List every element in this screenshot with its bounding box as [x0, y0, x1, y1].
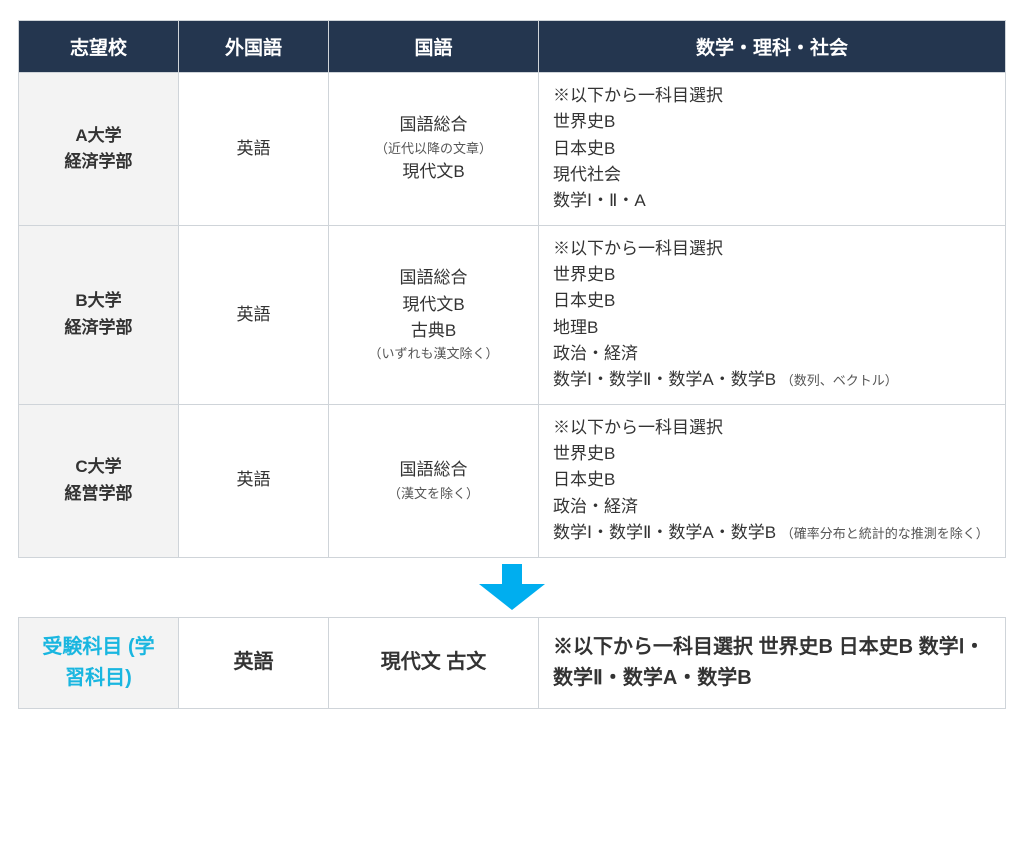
jp-sub: （漢文を除く） [343, 484, 524, 504]
summary-opt-item: 世界史B [759, 636, 833, 658]
jp-line: 国語総合 [343, 112, 524, 138]
options-title: ※以下から一科目選択 [553, 236, 991, 262]
table-row: C大学 経営学部 英語 国語総合 （漢文を除く） ※以下から一科目選択 世界史B… [19, 404, 1006, 557]
japanese-cell: 国語総合 現代文B 古典B （いずれも漢文除く） [329, 225, 539, 404]
jp-line: 国語総合 [343, 265, 524, 291]
option-item: 数学Ⅰ・Ⅱ・A [553, 188, 991, 214]
summary-foreign: 英語 [179, 617, 329, 708]
jp-sub: （いずれも漢文除く） [343, 344, 524, 364]
option-sub: （数列、ベクトル） [781, 373, 898, 388]
requirements-table: 志望校 外国語 国語 数学・理科・社会 A大学 経済学部 英語 国語総合 （近代… [18, 20, 1006, 558]
option-item: 世界史B [553, 109, 991, 135]
summary-row: 受験科目 (学習科目) 英語 現代文 古文 ※以下から一科目選択 世界史B 日本… [19, 617, 1006, 708]
option-item: 日本史B [553, 467, 991, 493]
options-title: ※以下から一科目選択 [553, 83, 991, 109]
japanese-cell: 国語総合 （漢文を除く） [329, 404, 539, 557]
option-item: 地理B [553, 315, 991, 341]
summary-japanese: 現代文 古文 [329, 617, 539, 708]
foreign-cell: 英語 [179, 73, 329, 226]
table-row: A大学 経済学部 英語 国語総合 （近代以降の文章） 現代文B ※以下から一科目… [19, 73, 1006, 226]
option-item: 政治・経済 [553, 341, 991, 367]
header-japanese: 国語 [329, 21, 539, 73]
jp-line: 現代文B [343, 159, 524, 185]
summary-label: 受験科目 (学習科目) [19, 617, 179, 708]
foreign-cell: 英語 [179, 404, 329, 557]
option-item: 世界史B [553, 441, 991, 467]
school-name: A大学 [33, 123, 164, 149]
option-item: 数学Ⅰ・数学Ⅱ・数学A・数学B （数列、ベクトル） [553, 367, 991, 393]
school-cell: B大学 経済学部 [19, 225, 179, 404]
summary-opt-item: 日本史B [839, 636, 913, 658]
school-cell: C大学 経営学部 [19, 404, 179, 557]
header-school: 志望校 [19, 21, 179, 73]
table-row: B大学 経済学部 英語 国語総合 現代文B 古典B （いずれも漢文除く） ※以下… [19, 225, 1006, 404]
school-cell: A大学 経済学部 [19, 73, 179, 226]
option-text: 数学Ⅰ・数学Ⅱ・数学A・数学B [553, 370, 776, 389]
options-cell: ※以下から一科目選択 世界史B 日本史B 現代社会 数学Ⅰ・Ⅱ・A [539, 73, 1006, 226]
option-item: 政治・経済 [553, 494, 991, 520]
summary-table: 受験科目 (学習科目) 英語 現代文 古文 ※以下から一科目選択 世界史B 日本… [18, 617, 1006, 709]
summary-label-l1: 受験科目 [42, 636, 122, 658]
faculty-name: 経営学部 [33, 481, 164, 507]
options-cell: ※以下から一科目選択 世界史B 日本史B 地理B 政治・経済 数学Ⅰ・数学Ⅱ・数… [539, 225, 1006, 404]
option-item: 現代社会 [553, 162, 991, 188]
option-item: 世界史B [553, 262, 991, 288]
option-text: 数学Ⅰ・数学Ⅱ・数学A・数学B [553, 523, 776, 542]
foreign-cell: 英語 [179, 225, 329, 404]
summary-options: ※以下から一科目選択 世界史B 日本史B 数学Ⅰ・数学Ⅱ・数学A・数学B [539, 617, 1006, 708]
options-title: ※以下から一科目選択 [553, 415, 991, 441]
summary-opt-title: ※以下から一科目選択 [553, 636, 753, 658]
options-cell: ※以下から一科目選択 世界史B 日本史B 政治・経済 数学Ⅰ・数学Ⅱ・数学A・数… [539, 404, 1006, 557]
japanese-cell: 国語総合 （近代以降の文章） 現代文B [329, 73, 539, 226]
summary-jp-line: 古文 [446, 651, 486, 673]
school-name: B大学 [33, 288, 164, 314]
summary-jp-line: 現代文 [381, 651, 441, 673]
option-item: 日本史B [553, 288, 991, 314]
option-item: 数学Ⅰ・数学Ⅱ・数学A・数学B （確率分布と統計的な推測を除く） [553, 520, 991, 546]
jp-line: 古典B [343, 318, 524, 344]
header-math-sci-soc: 数学・理科・社会 [539, 21, 1006, 73]
faculty-name: 経済学部 [33, 315, 164, 341]
option-sub: （確率分布と統計的な推測を除く） [781, 526, 989, 541]
jp-sub: （近代以降の文章） [343, 139, 524, 159]
header-foreign: 外国語 [179, 21, 329, 73]
down-arrow-icon [18, 564, 1006, 615]
jp-line: 国語総合 [343, 457, 524, 483]
school-name: C大学 [33, 454, 164, 480]
faculty-name: 経済学部 [33, 149, 164, 175]
jp-line: 現代文B [343, 292, 524, 318]
option-item: 日本史B [553, 136, 991, 162]
